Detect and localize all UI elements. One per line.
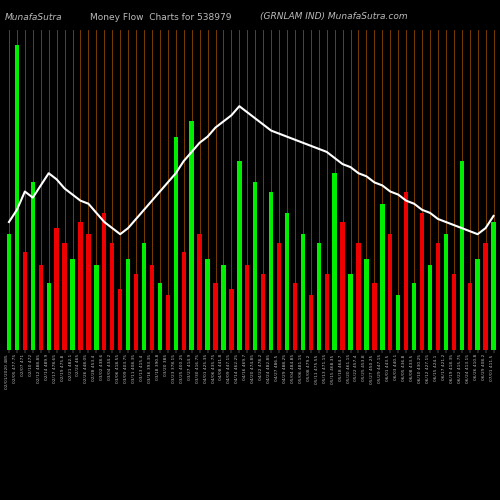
Bar <box>134 274 138 350</box>
Bar <box>30 182 35 350</box>
Bar <box>253 182 258 350</box>
Bar <box>436 244 440 350</box>
Bar <box>316 244 321 350</box>
Bar <box>206 258 210 350</box>
Bar <box>38 264 43 350</box>
Bar <box>158 283 162 350</box>
Bar <box>166 295 170 350</box>
Bar <box>332 173 337 350</box>
Bar <box>7 234 11 350</box>
Bar <box>396 295 400 350</box>
Bar <box>214 283 218 350</box>
Bar <box>126 258 130 350</box>
Bar <box>46 283 51 350</box>
Bar <box>404 192 408 350</box>
Bar <box>261 274 266 350</box>
Bar <box>198 234 202 350</box>
Bar <box>22 252 27 350</box>
Bar <box>70 258 74 350</box>
Bar <box>293 283 297 350</box>
Bar <box>118 289 122 350</box>
Bar <box>285 213 289 350</box>
Bar <box>54 228 59 350</box>
Bar <box>444 234 448 350</box>
Bar <box>78 222 82 350</box>
Bar <box>62 244 67 350</box>
Bar <box>150 264 154 350</box>
Text: MunafaSutra: MunafaSutra <box>5 12 62 22</box>
Bar <box>190 122 194 350</box>
Bar <box>484 244 488 350</box>
Bar <box>102 213 106 350</box>
Bar <box>420 213 424 350</box>
Bar <box>388 234 392 350</box>
Bar <box>372 283 376 350</box>
Bar <box>492 222 496 350</box>
Bar <box>476 258 480 350</box>
Bar <box>142 244 146 350</box>
Bar <box>468 283 472 350</box>
Bar <box>348 274 352 350</box>
Bar <box>277 244 281 350</box>
Bar <box>237 161 242 350</box>
Bar <box>340 222 345 350</box>
Bar <box>412 283 416 350</box>
Bar <box>110 244 114 350</box>
Text: Money Flow  Charts for 538979: Money Flow Charts for 538979 <box>90 12 232 22</box>
Bar <box>245 264 250 350</box>
Bar <box>14 45 19 350</box>
Bar <box>300 234 305 350</box>
Bar <box>222 264 226 350</box>
Bar <box>364 258 368 350</box>
Bar <box>86 234 90 350</box>
Bar <box>380 204 384 350</box>
Bar <box>229 289 234 350</box>
Bar <box>428 264 432 350</box>
Bar <box>94 264 98 350</box>
Bar <box>308 295 313 350</box>
Bar <box>174 136 178 350</box>
Text: (GRNLAM IND) MunafaSutra.com: (GRNLAM IND) MunafaSutra.com <box>260 12 408 22</box>
Bar <box>269 192 274 350</box>
Bar <box>182 252 186 350</box>
Bar <box>452 274 456 350</box>
Bar <box>356 244 360 350</box>
Bar <box>460 161 464 350</box>
Bar <box>324 274 329 350</box>
